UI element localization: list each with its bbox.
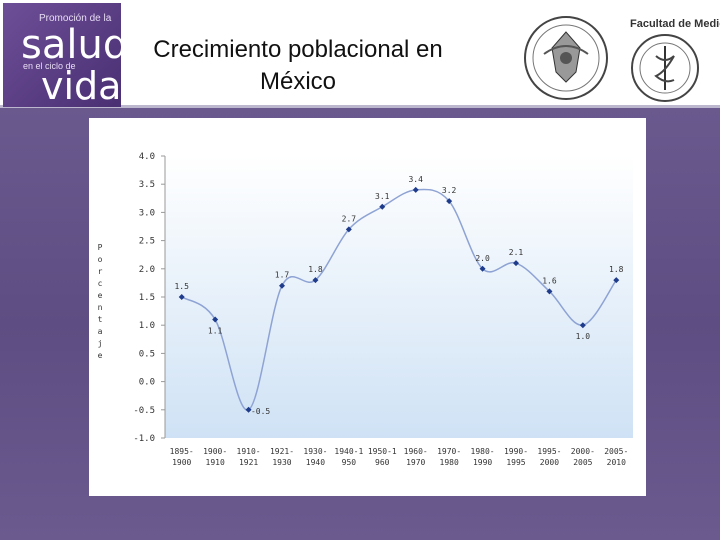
y-tick-label: 2.5: [139, 237, 155, 247]
data-label: 1.8: [609, 265, 624, 274]
data-label: 1.7: [275, 271, 290, 280]
x-tick-label: 1995-: [537, 447, 561, 456]
x-tick-label: 1990-: [504, 447, 528, 456]
slide-title: Crecimiento poblacional en México: [128, 34, 468, 98]
y-tick-label: 4.0: [139, 152, 155, 162]
data-point: [245, 406, 252, 413]
data-label: -0.5: [251, 407, 270, 416]
x-tick-label: 1990: [473, 458, 492, 467]
x-tick-label: 960: [375, 458, 390, 467]
data-point: [579, 322, 586, 329]
y-axis-label: Porcentaje: [97, 243, 103, 360]
x-tick-label: 1980-: [471, 447, 495, 456]
logo-word-vida: vida: [41, 64, 121, 107]
data-point: [279, 282, 285, 289]
x-tick-label: 1900-: [203, 447, 227, 456]
data-label: 2.1: [509, 248, 524, 257]
x-tick-label: 1895-: [170, 447, 194, 456]
faculty-label: Facultad de Medicina: [630, 18, 720, 30]
data-point: [379, 203, 386, 210]
data-label: 3.2: [442, 186, 457, 195]
data-labels: 1.5 1.1 -0.5 1.7 1.8 2.7 3.1 3.4 3.2 2.0 2.1 1.6 1.0…: [174, 175, 623, 416]
unam-seal-icon: [524, 16, 608, 100]
x-tick-label: 1980: [440, 458, 459, 467]
faculty-seal-icon: [631, 34, 699, 102]
title-line1: Crecimiento poblacional en: [153, 36, 443, 63]
x-tick-label: 1970-: [437, 447, 461, 456]
data-label: 3.1: [375, 192, 390, 201]
data-point: [513, 260, 519, 267]
data-label: 1.5: [174, 282, 189, 291]
y-tick-label: -1.0: [133, 434, 155, 444]
data-label: 2.0: [475, 254, 490, 263]
logo-word-salud: salud: [21, 22, 121, 68]
logo-line2: en el ciclo de: [23, 61, 76, 71]
x-tick-label: 1921-: [270, 447, 294, 456]
logo-line1: Promoción de la: [39, 13, 112, 24]
data-markers: [178, 186, 620, 413]
data-label: 1.1: [208, 327, 223, 336]
y-tick-label: 1.5: [139, 293, 155, 303]
x-tick-labels: 1895- 1900 1900- 1910 1910- 1921 1921- 1930 1930…: [170, 447, 629, 467]
x-tick-label: 1900: [172, 458, 191, 467]
x-tick-label: 1950-1: [368, 447, 397, 456]
x-tick-label: 1921: [239, 458, 258, 467]
data-point: [446, 198, 453, 205]
population-growth-chart: 4.03.53.02.52.01.51.00.50.0-0.5-1.0 1.51…: [133, 152, 633, 467]
y-tick-label: 0.5: [139, 349, 155, 359]
data-label: 1.0: [576, 332, 591, 341]
data-point: [546, 288, 553, 295]
plot-area: [165, 156, 633, 438]
y-tick-label: -0.5: [133, 406, 155, 416]
x-tick-label: 1940-1: [334, 447, 363, 456]
x-tick-label: 2000: [540, 458, 559, 467]
x-tick-label: 1940: [306, 458, 325, 467]
x-tick-label: 1930-: [303, 447, 327, 456]
data-label: 1.6: [542, 276, 557, 285]
data-point: [212, 316, 219, 323]
x-tick-label: 1930: [272, 458, 291, 467]
data-point: [178, 294, 185, 300]
x-tick-label: 2000-: [571, 447, 595, 456]
y-tick-label: 3.5: [139, 180, 155, 190]
y-tick-label: 1.0: [139, 321, 155, 331]
data-point: [412, 186, 419, 193]
x-tick-label: 950: [342, 458, 357, 467]
x-tick-label: 2010: [607, 458, 626, 467]
title-line2: México: [259, 68, 337, 95]
x-tick-label: 2005-: [604, 447, 628, 456]
x-tick-label: 1910-: [237, 447, 261, 456]
y-tick-label: 3.0: [139, 208, 155, 218]
data-point: [613, 277, 620, 284]
x-tick-label: 1970: [406, 458, 425, 467]
data-label: 1.8: [308, 265, 323, 274]
chart-panel: Porcentaje 4.0 3.5 3.0 2.5 2.0 1.5 1.0 0.5 0.0 -0…: [89, 118, 646, 496]
data-label: 3.4: [408, 175, 423, 184]
salud-logo: Promoción de la salud en el ciclo de vid…: [3, 3, 121, 107]
data-label: 2.7: [342, 214, 357, 223]
header: Promoción de la salud en el ciclo de vid…: [0, 0, 720, 108]
x-tick-label: 1995: [506, 458, 525, 467]
data-point: [345, 226, 352, 233]
y-tick-label: 0.0: [139, 378, 155, 388]
y-tick-label: 2.0: [139, 265, 155, 275]
y-tick-labels: 4.0 3.5 3.0 2.5 2.0 1.5 1.0 0.5 0.0 -0.5 -1.0: [133, 152, 165, 444]
x-tick-label: 1960-: [404, 447, 428, 456]
data-point: [312, 277, 319, 284]
data-point: [479, 265, 486, 272]
x-tick-label: 1910: [206, 458, 225, 467]
x-tick-label: 2005: [573, 458, 592, 467]
